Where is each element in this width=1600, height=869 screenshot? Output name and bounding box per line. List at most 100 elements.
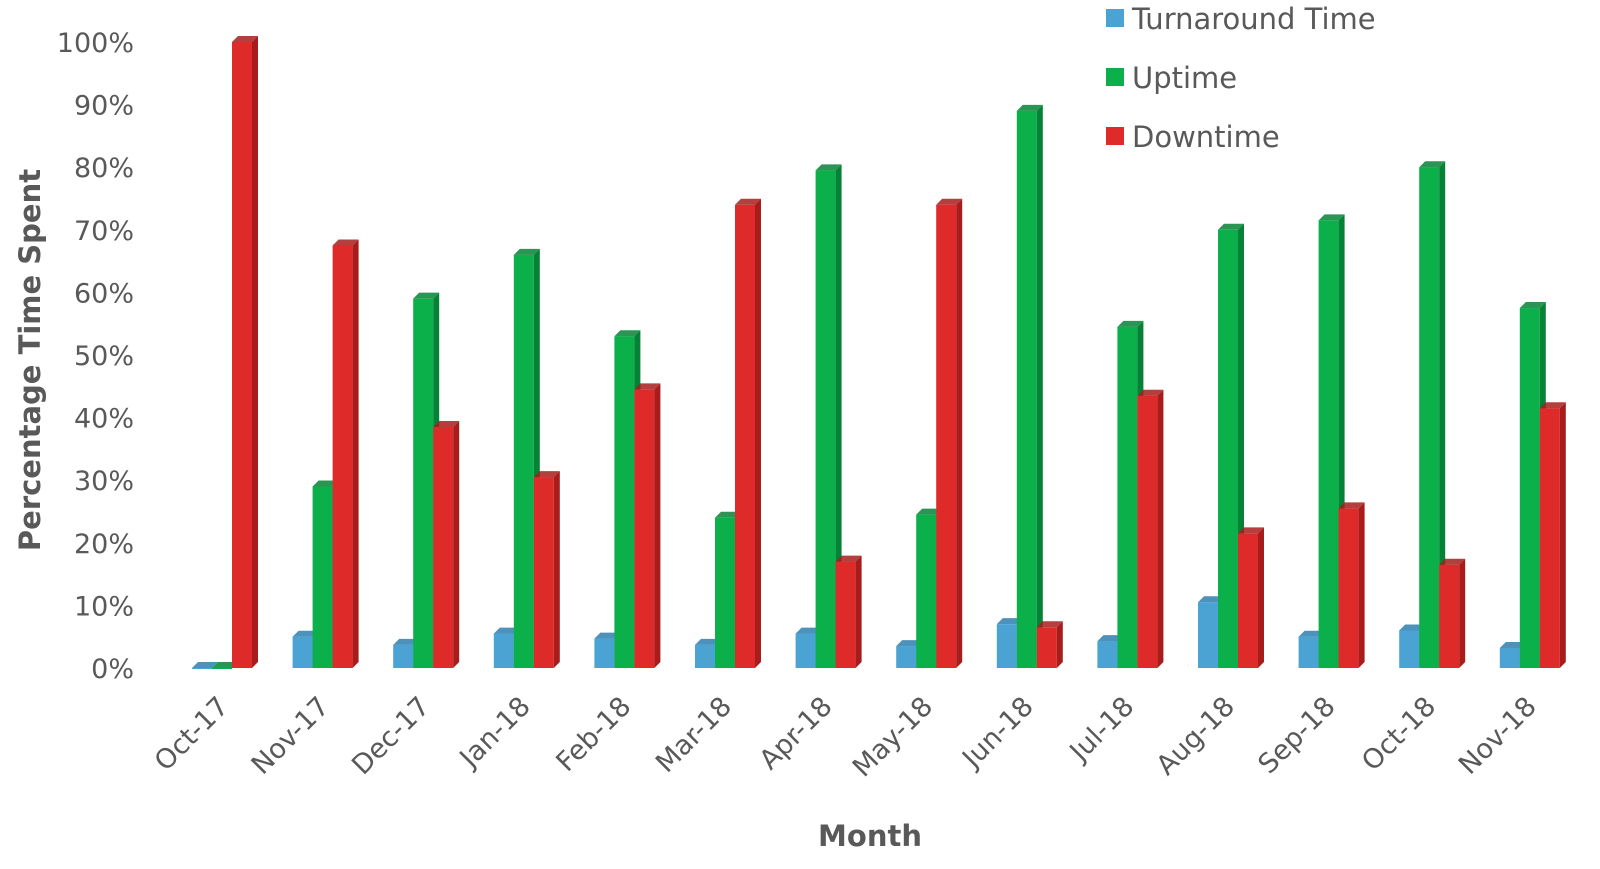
y-tick-label: 50% xyxy=(74,341,134,372)
bar-side xyxy=(1036,104,1043,669)
bar-side xyxy=(956,198,963,668)
bar-side xyxy=(1439,161,1446,668)
bar-top xyxy=(1318,214,1345,221)
bar-front xyxy=(192,668,212,669)
bar-front xyxy=(1238,533,1258,668)
bar-downtime-oct-18 xyxy=(1439,558,1466,668)
bars xyxy=(192,36,1566,669)
legend-swatch xyxy=(1106,127,1124,145)
bar-top xyxy=(1539,402,1566,409)
y-tick-label: 60% xyxy=(74,278,134,309)
y-tick-label: 40% xyxy=(74,404,134,435)
bar-top xyxy=(614,330,641,337)
bar-front xyxy=(1298,636,1319,668)
bar-front xyxy=(433,426,454,668)
bar-front xyxy=(1499,647,1520,668)
bar-top xyxy=(1399,624,1426,631)
bar-top xyxy=(1238,527,1264,534)
bar-top xyxy=(835,555,862,562)
bar-top xyxy=(1036,621,1063,628)
bar-uptime-apr-18 xyxy=(815,164,842,668)
legend-label: Uptime xyxy=(1132,61,1237,95)
bar-front xyxy=(996,624,1017,668)
y-axis-ticks: 0% 10% 20% 30% 40% 50% 60% 70% 80% 90% 100% xyxy=(57,28,134,685)
x-tick-label: Oct-18 xyxy=(1356,691,1442,777)
bar-front xyxy=(232,42,252,668)
bar-front xyxy=(413,298,434,668)
bar-top xyxy=(916,508,943,515)
bar-top xyxy=(433,420,460,427)
bar-front xyxy=(795,633,816,668)
bar-downtime-may-18 xyxy=(936,198,963,668)
bar-front xyxy=(1318,220,1339,668)
bar-downtime-nov-18 xyxy=(1539,402,1566,668)
bar-side xyxy=(1056,621,1063,668)
bar-downtime-jan-18 xyxy=(533,471,560,668)
bar-uptime-oct-18 xyxy=(1419,161,1446,668)
bar-front xyxy=(594,638,615,668)
bar-turnaround-time-oct-17 xyxy=(192,662,218,669)
bar-front xyxy=(835,561,856,668)
bar-top xyxy=(594,632,621,639)
bar-side xyxy=(654,383,661,668)
y-tick-label: 80% xyxy=(74,153,134,184)
x-axis-title: Month xyxy=(818,819,922,853)
bar-side xyxy=(252,36,258,668)
bar-top xyxy=(634,383,661,390)
bar-top xyxy=(212,662,238,668)
y-tick-label: 30% xyxy=(74,466,134,497)
bar-front xyxy=(1117,326,1138,668)
x-tick-label: Sep-18 xyxy=(1252,691,1341,780)
x-tick-label: Feb-18 xyxy=(550,691,637,778)
bar-side xyxy=(352,239,359,668)
bar-front xyxy=(1016,110,1037,669)
x-tick-label: Apr-18 xyxy=(754,691,839,776)
bar-downtime-sep-18 xyxy=(1338,502,1365,668)
bar-uptime-oct-17 xyxy=(212,662,238,669)
bar-front xyxy=(735,204,755,668)
bar-front xyxy=(1539,408,1560,668)
bar-top xyxy=(1117,320,1144,327)
bar-downtime-oct-17 xyxy=(232,36,258,668)
bar-front xyxy=(493,633,514,668)
bar-top xyxy=(1519,302,1546,309)
x-tick-label: Nov-17 xyxy=(246,691,336,781)
legend-label: Turnaround Time xyxy=(1131,2,1376,36)
bar-downtime-jun-18 xyxy=(1036,621,1063,668)
bar-front xyxy=(695,644,715,668)
bar-downtime-apr-18 xyxy=(835,555,862,668)
legend-swatch xyxy=(1106,68,1124,86)
bar-front xyxy=(1097,641,1118,668)
x-tick-label: Jun-18 xyxy=(955,691,1039,775)
legend-item-turnaround-time: Turnaround Time xyxy=(1106,2,1376,36)
bar-front xyxy=(1218,229,1238,669)
bar-top xyxy=(513,248,540,255)
bar-top xyxy=(332,239,359,246)
bar-top xyxy=(1097,635,1124,642)
bar-front xyxy=(936,204,957,668)
bar-top xyxy=(815,164,842,171)
bar-front xyxy=(393,644,414,668)
bar-front xyxy=(292,636,313,668)
x-tick-label: Mar-18 xyxy=(650,691,738,779)
bar-side xyxy=(1258,527,1264,668)
bar-front xyxy=(513,254,534,668)
bar-front xyxy=(1198,602,1218,668)
y-tick-label: 10% xyxy=(74,591,134,622)
legend-item-downtime: Downtime xyxy=(1106,120,1280,154)
bar-top xyxy=(493,627,520,634)
y-tick-label: 100% xyxy=(57,28,134,59)
bar-front xyxy=(1439,564,1460,668)
bar-side xyxy=(1559,402,1566,668)
bar-front xyxy=(312,486,333,668)
x-tick-label: Nov-18 xyxy=(1453,691,1543,781)
bar-side xyxy=(453,420,460,668)
y-axis-title: Percentage Time Spent xyxy=(13,169,47,551)
x-tick-label: Oct-17 xyxy=(149,691,235,777)
bar-front xyxy=(1419,167,1440,668)
bar-top xyxy=(393,638,420,645)
bar-downtime-dec-17 xyxy=(433,420,460,668)
bar-top xyxy=(1439,558,1466,565)
legend-item-uptime: Uptime xyxy=(1106,61,1237,95)
